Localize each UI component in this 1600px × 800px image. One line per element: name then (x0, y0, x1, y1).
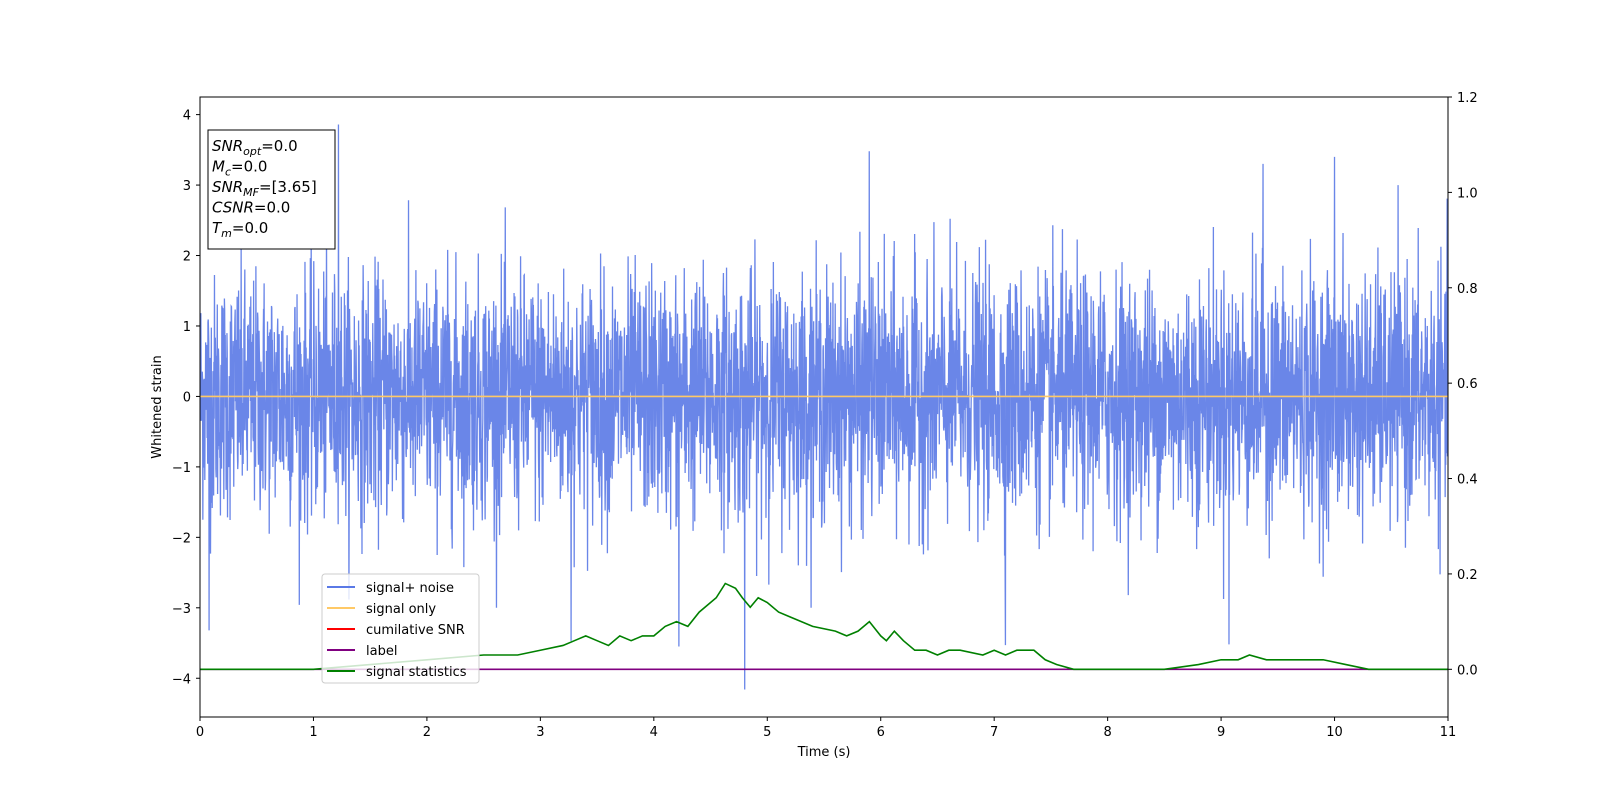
right-y-axis-ticks: 1.2 1.0 0.8 0.6 0.4 0.2 0.0 (1448, 91, 1478, 678)
right-y-tick-label: 0.8 (1457, 282, 1478, 297)
annotation-line: SNRMF=[3.65] (212, 178, 317, 199)
x-tick-label: 1 (309, 725, 317, 740)
right-y-tick-label: 0.0 (1457, 663, 1478, 678)
x-tick-label: 11 (1440, 725, 1457, 740)
legend: signal+ noise signal only cumilative SNR la… (321, 573, 480, 684)
annotation-line: Tm=0.0 (212, 219, 268, 240)
x-tick-label: 5 (763, 725, 771, 740)
x-tick-label: 10 (1326, 725, 1343, 740)
y-tick-label: −2 (172, 531, 191, 546)
y-axis-label: Whitened strain (150, 355, 165, 458)
legend-label: cumilative SNR (366, 623, 465, 638)
legend-label: signal+ noise (366, 581, 454, 596)
x-tick-label: 2 (423, 725, 431, 740)
x-tick-label: 4 (650, 725, 658, 740)
axes-frame (199, 96, 1449, 718)
x-tick-label: 9 (1217, 725, 1225, 740)
annotation-line: Mc=0.0 (212, 158, 267, 179)
annotation-line: CSNR=0.0 (212, 199, 290, 217)
y-tick-label: 0 (183, 390, 191, 405)
right-y-tick-label: 1.0 (1457, 186, 1478, 201)
right-y-tick-label: 0.4 (1457, 473, 1478, 488)
y-tick-label: −4 (172, 672, 191, 687)
y-tick-label: 2 (183, 250, 191, 265)
right-y-tick-label: 0.2 (1457, 568, 1478, 583)
y-tick-label: −1 (172, 461, 191, 476)
x-tick-label: 7 (990, 725, 998, 740)
x-tick-label: 6 (877, 725, 885, 740)
x-axis-ticks: 0 1 2 3 4 5 6 7 8 9 10 11 (196, 717, 1456, 740)
y-axis-ticks: 4 3 2 1 0 −1 −2 −3 −4 (172, 109, 200, 687)
right-y-tick-label: 0.6 (1457, 377, 1478, 392)
x-tick-label: 8 (1103, 725, 1111, 740)
y-tick-label: 4 (183, 109, 191, 124)
legend-label: signal statistics (366, 665, 467, 680)
x-axis-label: Time (s) (797, 745, 851, 760)
legend-label: signal only (366, 602, 436, 617)
series-signal-noise-line (200, 124, 1448, 690)
annotation-line: SNRopt=0.0 (212, 137, 298, 158)
y-tick-label: −3 (172, 602, 191, 617)
x-tick-label: 0 (196, 725, 204, 740)
x-tick-label: 3 (536, 725, 544, 740)
y-tick-label: 3 (183, 179, 191, 194)
legend-label: label (366, 644, 397, 659)
y-tick-label: 1 (183, 320, 191, 335)
right-y-tick-label: 1.2 (1457, 91, 1478, 106)
series-signal-statistics-line (200, 582, 1448, 671)
